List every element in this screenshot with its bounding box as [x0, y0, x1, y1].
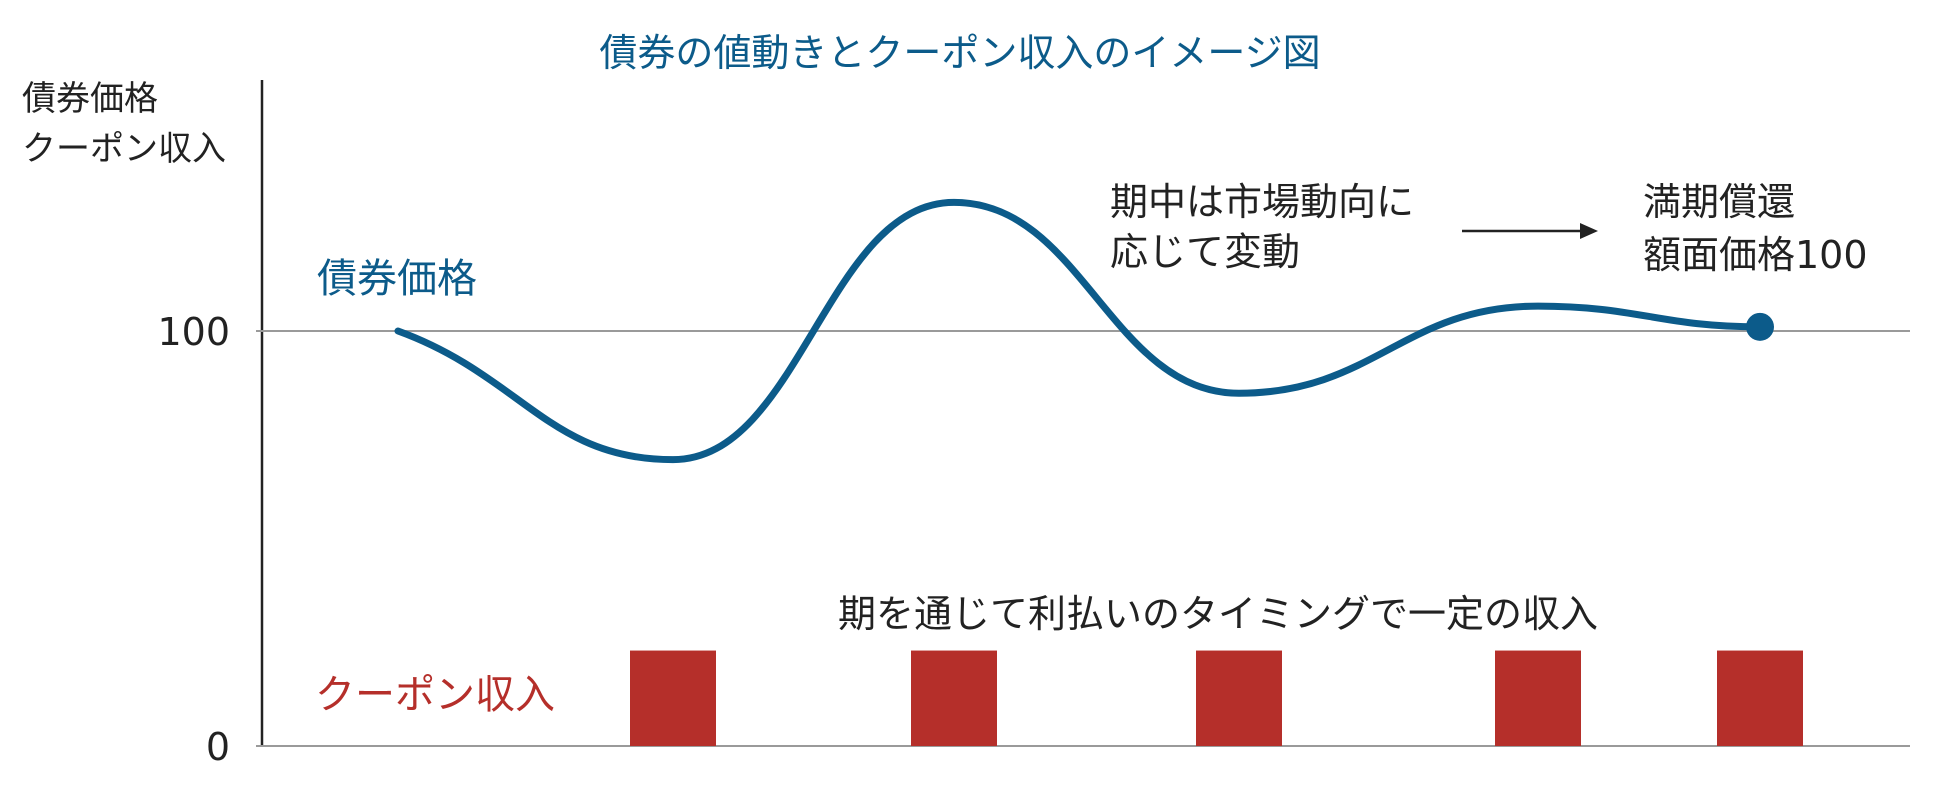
series-label-coupon: クーポン収入	[315, 672, 555, 718]
coupon-bar-4	[1495, 650, 1581, 746]
coupon-bar-5	[1717, 650, 1803, 746]
coupon-bar-1	[630, 650, 716, 746]
chart-title: 債券の値動きとクーポン収入のイメージ図	[599, 31, 1320, 75]
annotation-mid-term-line2: 応じて変動	[1110, 230, 1300, 274]
y-tick-label-0: 0	[206, 725, 230, 769]
y-tick-label-100: 100	[157, 310, 230, 354]
annotation-arrow-head	[1580, 223, 1598, 239]
series-label-bond-price: 債券価格	[317, 256, 477, 302]
coupon-bar-2	[911, 650, 997, 746]
coupon-bars	[630, 650, 1803, 746]
annotation-mid-term-line1: 期中は市場動向に	[1110, 180, 1414, 224]
maturity-point	[1746, 312, 1774, 341]
annotation-coupon-note: 期を通じて利払いのタイミングで一定の収入	[838, 592, 1598, 636]
y-axis-label-line1: 債券価格	[22, 79, 158, 119]
annotation-maturity-line1: 満期償還	[1643, 180, 1795, 224]
annotation-maturity-line2: 額面価格100	[1643, 233, 1868, 277]
coupon-bar-3	[1196, 650, 1282, 746]
bond-price-line	[394, 198, 1764, 464]
y-axis-label-line2: クーポン収入	[22, 129, 226, 169]
